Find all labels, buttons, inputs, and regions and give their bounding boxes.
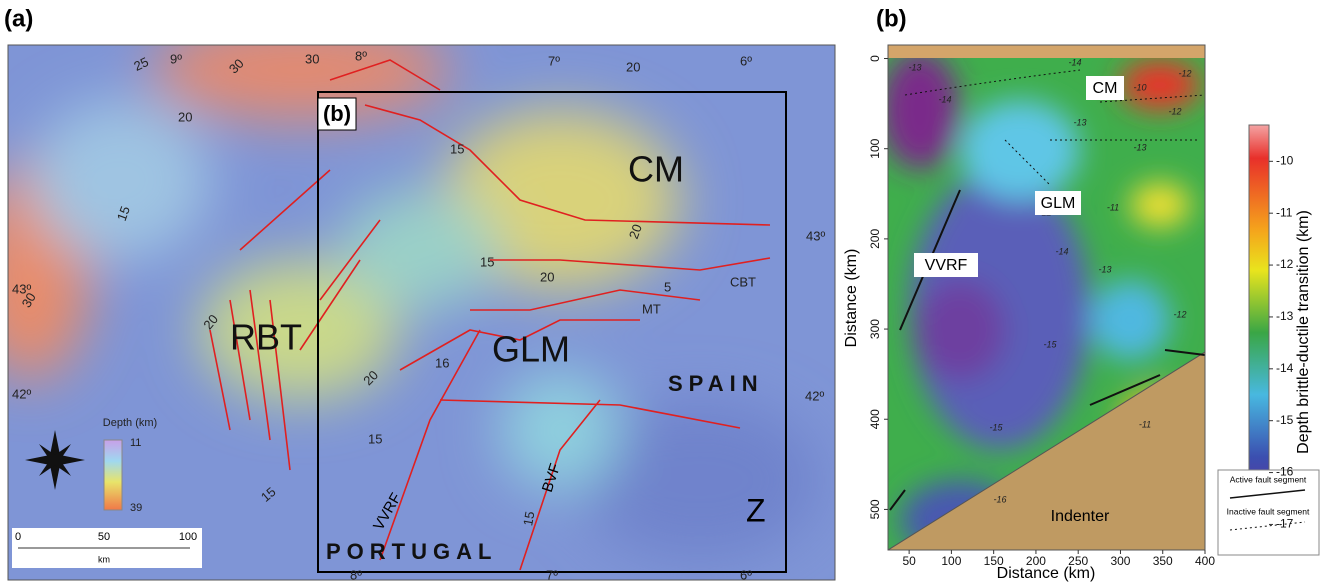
contour-label: -14: [938, 94, 951, 104]
map-label: 20: [540, 269, 554, 284]
map-label: 7º: [548, 53, 560, 68]
contour-label: -13: [1098, 264, 1111, 274]
region-label: CM: [1093, 80, 1118, 97]
map-label: SPAIN: [668, 371, 764, 396]
contour-label: -13: [1073, 117, 1086, 127]
y-tick-label: 300: [868, 319, 882, 339]
map-label: 15: [520, 510, 537, 527]
x-tick-label: 200: [1026, 554, 1046, 568]
map-label: 15: [480, 254, 494, 269]
contour-label: -13: [1133, 142, 1146, 152]
contour-label: -11: [1107, 202, 1119, 212]
scale-tick: 100: [179, 531, 197, 543]
x-tick-label: 50: [902, 554, 916, 568]
map-label: 9º: [170, 51, 182, 66]
y-tick-label: 500: [868, 499, 882, 519]
y-axis-title: Distance (km): [843, 249, 860, 348]
contour-label: -15: [1043, 339, 1057, 349]
region-label: GLM: [1041, 195, 1076, 212]
map-label: 43º: [806, 228, 825, 243]
contour-label: -14: [1055, 246, 1068, 256]
map-label: 5: [664, 279, 671, 294]
panel-label: (a): [4, 5, 33, 32]
map-label: 20: [626, 59, 640, 74]
contour-label: -13: [908, 62, 921, 72]
region-label: VVRF: [925, 257, 968, 274]
contour-label: -16: [993, 494, 1006, 504]
map-label: 8º: [350, 567, 362, 582]
colorbar-tick-label: -16: [1276, 465, 1294, 479]
contour-label: -15: [989, 422, 1003, 432]
y-tick-label: 200: [868, 229, 882, 249]
colorbar-tick-label: -11: [1276, 205, 1293, 219]
map-label: 8º: [355, 48, 367, 63]
map-label: 7º: [546, 567, 558, 582]
contour-map: [880, 45, 1205, 560]
inset-label: (b): [323, 101, 351, 126]
contour-label: -10: [1133, 82, 1146, 92]
scale-tick: 0: [15, 531, 21, 543]
map-label: 42º: [805, 388, 824, 403]
map-label: CM: [628, 149, 684, 190]
map-label: 20: [178, 109, 192, 124]
y-tick-label: 0: [868, 55, 882, 62]
map-label: 15: [368, 431, 382, 446]
legend-top: 11: [130, 437, 141, 449]
colorbar-tick-label: -10: [1276, 153, 1294, 167]
x-tick-label: 100: [941, 554, 961, 568]
depth-map: [0, 20, 835, 580]
x-tick-label: 350: [1153, 554, 1173, 568]
map-label: GLM: [492, 329, 570, 370]
map-label: 6º: [740, 53, 752, 68]
map-label: CBT: [730, 274, 756, 289]
legend-colorbar: [104, 440, 122, 510]
map-label: 6º: [740, 567, 752, 582]
contour-label: -14: [1068, 57, 1081, 67]
x-tick-label: 300: [1110, 554, 1130, 568]
map-label: MT: [642, 301, 661, 316]
scale-tick: 50: [98, 531, 110, 543]
map-label: 42º: [12, 386, 31, 401]
x-tick-label: 400: [1195, 554, 1215, 568]
map-label: RBT: [230, 317, 302, 358]
map-label: 16: [435, 355, 449, 370]
scale-unit: km: [98, 554, 110, 564]
map-label: 15: [450, 141, 464, 156]
legend-bottom: 39: [130, 502, 142, 514]
map-label: PORTUGAL: [326, 539, 497, 564]
figure: (a) (b) 25 9º 30 30 8º 7º 20 6º 20 43º 1…: [0, 0, 1321, 583]
map-label: Z: [746, 492, 766, 528]
colorbar-title: Depth brittle-ductile transition (km): [1295, 210, 1312, 454]
contour-label: -12: [1178, 68, 1191, 78]
contour-label: -12: [1168, 106, 1181, 116]
colorbar-tick-label: -15: [1276, 413, 1294, 427]
y-tick-label: 400: [868, 409, 882, 429]
contour-label: -12: [1173, 309, 1186, 319]
legend-entry: Inactive fault segment: [1227, 506, 1310, 516]
colorbar-tick-label: -12: [1276, 257, 1294, 271]
colorbar-tick-label: -14: [1276, 361, 1294, 375]
colorbar-tick-label: -13: [1276, 309, 1294, 323]
x-tick-label: 150: [984, 554, 1004, 568]
contour-label: -11: [1139, 419, 1151, 429]
colorbar-tick-label: -17: [1276, 517, 1294, 531]
legend-title: Depth (km): [103, 417, 157, 429]
panel-label: (b): [876, 5, 907, 32]
legend-entry: Active fault segment: [1230, 474, 1307, 484]
y-tick-label: 100: [868, 138, 882, 158]
map-label: 30: [305, 51, 319, 66]
x-tick-label: 250: [1068, 554, 1088, 568]
region-label: Indenter: [1051, 508, 1110, 525]
